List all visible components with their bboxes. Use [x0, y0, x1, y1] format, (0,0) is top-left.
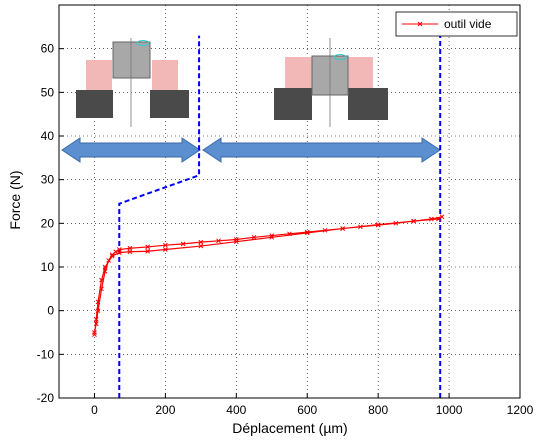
- y-tick-label: -20: [37, 391, 55, 405]
- data-point: [145, 244, 151, 250]
- y-axis-label: Force (N): [7, 170, 23, 229]
- data-point: [439, 214, 445, 220]
- data-point: [269, 233, 275, 238]
- support: [150, 90, 189, 118]
- data-point: [109, 253, 115, 259]
- data-point: [411, 218, 416, 224]
- data-point: [233, 239, 239, 245]
- data-point: [304, 230, 310, 236]
- data-point: [93, 321, 99, 327]
- data-point: [269, 234, 275, 240]
- tip: [333, 54, 347, 60]
- data-point: [99, 286, 104, 292]
- data-point: [287, 231, 292, 237]
- punch: [112, 41, 151, 79]
- data-point: [102, 264, 108, 270]
- data-point: [251, 234, 257, 240]
- x-axis-label: Déplacement (µm): [232, 420, 347, 436]
- tip: [136, 40, 150, 46]
- data-point: [127, 249, 133, 255]
- y-tick-label: 0: [47, 304, 54, 318]
- x-tick-label: 800: [368, 403, 388, 417]
- plot-frame: [58, 4, 521, 399]
- data-point: [116, 250, 122, 255]
- y-tick-label: -10: [37, 347, 55, 361]
- data-point: [163, 242, 168, 248]
- x-tick-label: 0: [91, 403, 98, 417]
- y-tick-label: 60: [41, 42, 55, 56]
- x-tick-label: 400: [226, 403, 246, 417]
- data-point: [436, 216, 441, 222]
- data-point: [304, 229, 310, 235]
- support: [348, 88, 388, 120]
- y-tick-label: 40: [41, 129, 55, 143]
- illustrations: [61, 38, 441, 163]
- support: [274, 88, 312, 120]
- x-tick-label: 600: [297, 403, 317, 417]
- y-tick-label: 50: [41, 85, 55, 99]
- data-point: [198, 243, 204, 249]
- data-point: [113, 249, 119, 255]
- data-point: [322, 227, 328, 233]
- x-tick-label: 1000: [436, 403, 463, 417]
- data-point: [216, 238, 221, 244]
- data-point: [95, 299, 101, 305]
- sample: [86, 60, 112, 90]
- data-point: [163, 247, 168, 252]
- sample: [347, 57, 373, 90]
- sample: [152, 60, 178, 90]
- y-tick-label: 20: [41, 216, 55, 230]
- data-point: [145, 248, 151, 254]
- legend-box: [395, 11, 518, 37]
- guide-line: [118, 35, 201, 398]
- data-point: [93, 317, 99, 322]
- data-point: [358, 224, 363, 230]
- data-point: [92, 332, 97, 338]
- x-tick-label: 1200: [507, 403, 534, 417]
- data-point: [393, 220, 399, 226]
- data-point: [340, 226, 346, 231]
- data-point: [375, 222, 381, 227]
- legend-label: outil vide: [444, 17, 492, 31]
- support: [76, 90, 113, 118]
- data-point: [198, 239, 204, 245]
- data-point: [106, 258, 111, 263]
- x-tick-label: 200: [155, 403, 175, 417]
- data-point: [127, 245, 133, 251]
- sample: [285, 57, 312, 90]
- y-tick-label: 10: [41, 260, 55, 274]
- data-point: [99, 277, 104, 283]
- data-point: [180, 241, 186, 247]
- data-point: [102, 269, 108, 274]
- legend-marker: [417, 21, 423, 27]
- y-tick-label: 30: [41, 173, 55, 187]
- data-point: [95, 308, 101, 314]
- data-point: [428, 216, 434, 222]
